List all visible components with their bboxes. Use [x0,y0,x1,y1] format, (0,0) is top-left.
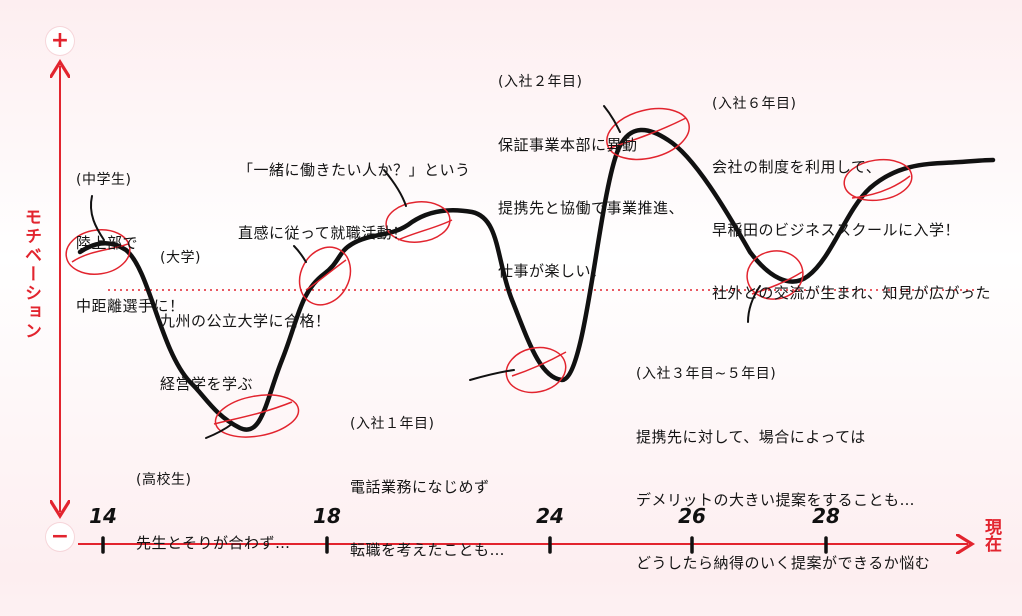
annotation-first-year: (入社１年目) 電話業務になじめず 転職を考えたことも… [350,372,505,603]
annotation-line: 仕事が楽しい！ [498,262,607,280]
x-tick-label-14: 14 [89,504,117,528]
connector-years-3-5 [747,285,761,323]
motivation-chart: + − モチベーション 現在 14 18 24 26 28 (中学生) 陸上部で… [0,0,1001,574]
annotation-line: どうしたら納得のいく提案ができるか悩む [636,554,931,572]
highlight-circle-university [298,246,352,306]
annotation-head: (入社２年目) [498,74,583,90]
highlight-circle-first-year [505,346,567,394]
highlight-circle-sixth-year [843,158,913,202]
highlight-circle-second-year [606,107,690,161]
annotation-line: 保証事業本部に異動 [498,136,638,154]
annotation-line: デメリットの大きい提案をすることも… [636,491,916,509]
annotation-sixth-year: (入社６年目) 会社の制度を利用して、 早稲田のビジネススクールに入学！ 社外と… [712,52,991,346]
connector-junior-high [90,195,105,241]
x-tick-label-18: 18 [313,504,341,528]
annotation-line: 先生とそりが合わず… [136,534,291,552]
annotation-head: (入社６年目) [712,96,797,112]
annotation-years-3-5: (入社３年目~５年目) 提携先に対して、場合によっては デメリットの大きい提案を… [636,322,930,616]
annotation-line: 早稲田のビジネススクールに入学！ [712,221,961,239]
connector-job-hunting [383,169,407,207]
x-tick-label-24: 24 [536,504,564,528]
annotation-line: 九州の公立大学に合格！ [160,312,331,330]
annotation-second-year: (入社２年目) 保証事業本部に異動 提携先と協働で事業推進、 仕事が楽しい！ [498,30,684,324]
annotation-job-hunting: 「一緒に働きたい人か？」という 直感に従って就職活動！ [238,118,471,286]
annotation-line: 中距離選手に！ [76,297,185,315]
annotation-university: (大学) 九州の公立大学に合格！ 経営学を学ぶ [160,206,331,437]
annotation-high-school: (高校生) 先生とそりが合わず… [136,428,291,596]
annotation-head: (大学) [160,250,201,266]
highlight-circle-job-hunting [385,201,453,243]
connector-first-year [469,369,515,381]
annotation-line: 提携先と協働で事業推進、 [498,199,685,217]
connector-university [293,245,307,263]
highlight-circle-junior-high [65,229,131,275]
highlight-circle-high-school [213,394,300,438]
x-axis-end-label: 現在 [981,518,1001,552]
minus-marker: − [46,523,74,551]
motivation-curve [77,127,996,432]
annotation-line: 転職を考えたことも… [350,541,506,559]
x-tick-label-26: 26 [678,504,706,528]
annotation-line: 会社の制度を利用して、 [712,158,882,176]
annotation-head: (入社１年目) [350,416,435,432]
motivation-graph [0,0,996,574]
annotation-head: (高校生) [136,472,192,488]
connector-high-school [205,423,233,439]
annotation-junior-high: (中学生) 陸上部で 中距離選手に！ [76,128,185,359]
plus-marker: + [46,27,74,55]
annotation-line: 「一緒に働きたい人か？」という [238,161,471,179]
annotation-line: 直感に従って就職活動！ [238,224,408,242]
annotation-head: (中学生) [76,172,132,188]
x-tick-label-28: 28 [812,504,840,528]
annotation-line: 電話業務になじめず [350,478,490,496]
annotation-line: 経営学を学ぶ [160,375,254,393]
annotation-head: (入社３年目~５年目) [636,366,777,382]
y-axis-label: モチベーション [21,208,41,341]
annotation-line: 社外との交流が生まれ、知見が広がった [712,284,992,302]
annotation-line: 提携先に対して、場合によっては [636,428,866,446]
connector-second-year [603,105,621,133]
annotation-line: 陸上部で [76,234,139,252]
